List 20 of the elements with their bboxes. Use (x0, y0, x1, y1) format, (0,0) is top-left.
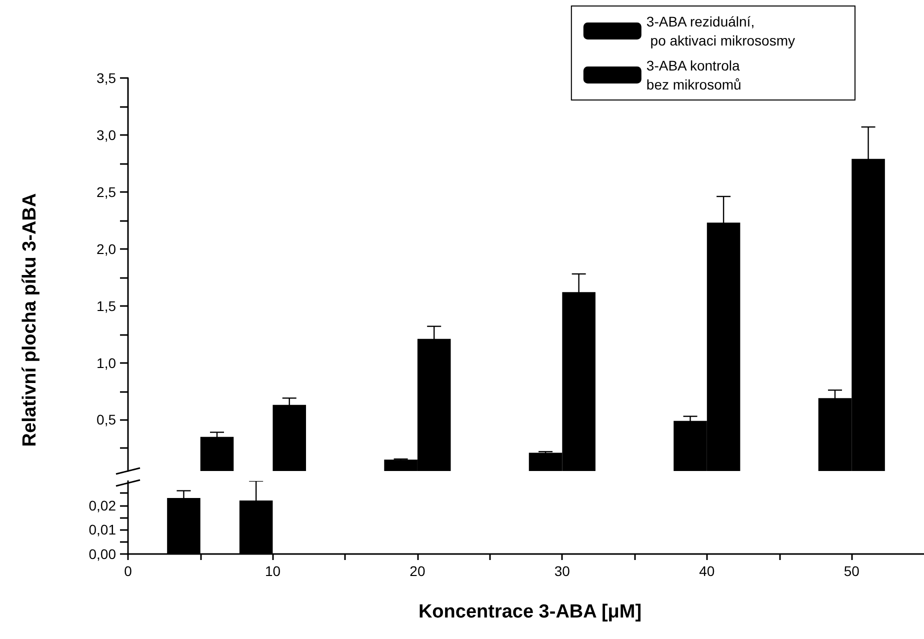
y-tick-label: 3,5 (96, 70, 116, 86)
x-axis-title: Koncentrace 3-ABA [μM] (418, 602, 642, 622)
y-tick-label: 1,5 (96, 298, 116, 314)
y-tick-label: 2,0 (96, 240, 116, 257)
x-tick-label: 10 (264, 563, 281, 579)
x-tick-label: 50 (844, 563, 860, 579)
x-tick-label: 30 (554, 563, 570, 579)
x-tick-label: 20 (410, 563, 426, 579)
y-tick-label: 0,00 (88, 546, 116, 562)
y-tick-label: 0,01 (88, 522, 116, 538)
y-tick-label: 2,5 (96, 184, 116, 200)
y-tick-label: 3,0 (96, 126, 116, 143)
y-tick-label: 0,5 (96, 412, 116, 428)
legend-label: 3-ABA kontrola bez mikrosomů (646, 58, 742, 92)
y-tick-label: 1,0 (96, 354, 116, 371)
y-axis-title: Relativní plocha píku 3-ABA (20, 193, 40, 447)
x-tick-label: 0 (124, 563, 132, 579)
x-tick-label: 40 (699, 563, 715, 579)
y-tick-label: 0,02 (88, 497, 116, 514)
legend-label: 3-ABA reziduální, po aktivaci mikrososmy (646, 14, 795, 48)
